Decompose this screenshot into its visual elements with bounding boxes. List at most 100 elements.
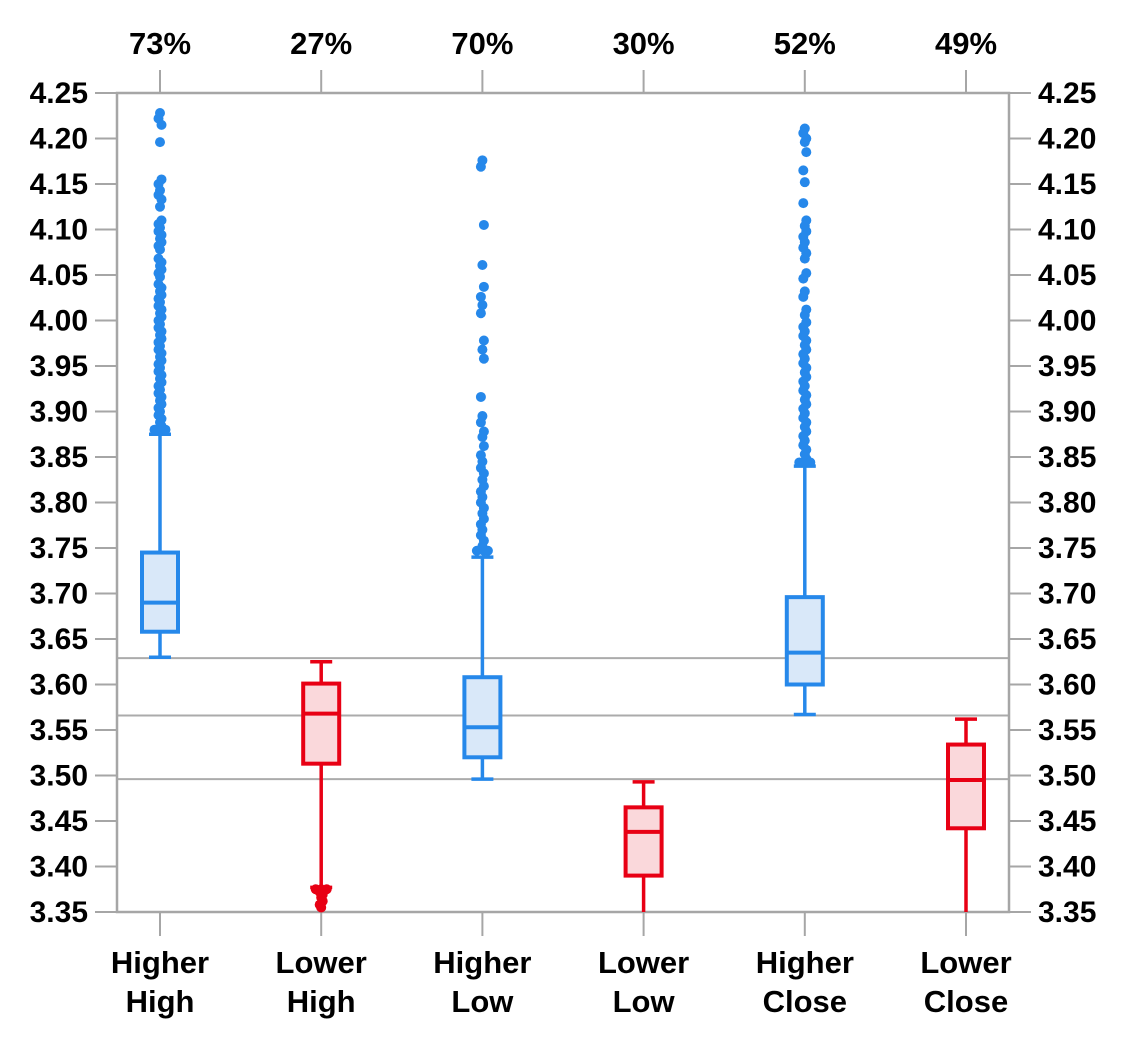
y-axis-tick-label-right: 3.35 xyxy=(1038,896,1096,929)
y-axis-tick-label-left: 4.15 xyxy=(30,168,88,201)
outlier-dot xyxy=(477,431,488,442)
outlier-dot xyxy=(798,165,809,176)
top-percent-label: 52% xyxy=(774,26,836,61)
y-axis-tick-label-left: 3.65 xyxy=(30,623,88,656)
box-lower-low xyxy=(623,805,664,878)
y-axis-tick-label-left: 4.05 xyxy=(30,259,88,292)
outlier-dot xyxy=(477,300,488,311)
y-axis-tick-label-left: 3.70 xyxy=(30,578,88,611)
outlier-dot xyxy=(477,344,488,355)
outlier-dot xyxy=(799,253,810,264)
outlier-dot xyxy=(475,391,486,402)
y-axis-tick-label-right: 3.55 xyxy=(1038,714,1096,747)
top-percent-label: 30% xyxy=(613,26,675,61)
category-label-line1: Higher xyxy=(756,945,854,980)
outlier-dot xyxy=(475,417,486,428)
outlier-dot xyxy=(478,335,489,346)
box-higher-close xyxy=(784,595,825,687)
outlier-dot xyxy=(155,201,165,212)
outlier-dot xyxy=(471,545,482,556)
outlier-dot xyxy=(475,161,486,172)
y-axis-tick-label-right: 3.95 xyxy=(1038,350,1096,383)
category-label-line1: Higher xyxy=(111,945,209,980)
y-axis-tick-label-left: 3.80 xyxy=(30,487,88,520)
y-axis-tick-label-left: 4.00 xyxy=(30,305,88,338)
category-label-line1: Higher xyxy=(433,945,531,980)
y-axis-tick-label-right: 3.70 xyxy=(1038,578,1096,611)
y-axis-tick-label-left: 4.20 xyxy=(30,123,88,156)
y-axis-tick-label-left: 3.45 xyxy=(30,805,88,838)
y-axis-tick-label-right: 4.05 xyxy=(1038,259,1096,292)
category-label-line1: Lower xyxy=(598,945,689,980)
outlier-dot xyxy=(310,884,321,895)
outlier-dot xyxy=(478,219,489,230)
box-lower-close xyxy=(946,742,986,831)
outlier-dot xyxy=(478,281,489,292)
y-axis-tick-label-right: 3.90 xyxy=(1038,396,1096,429)
outlier-dot xyxy=(477,259,488,270)
y-axis-tick-label-right: 3.80 xyxy=(1038,487,1096,520)
outlier-dot xyxy=(799,177,810,188)
outlier-dot xyxy=(798,198,809,209)
outlier-dot xyxy=(798,291,809,302)
outlier-dot xyxy=(482,545,493,556)
category-label-line2: Low xyxy=(451,984,514,1019)
y-axis-tick-label-left: 4.25 xyxy=(30,77,88,110)
outlier-dot xyxy=(801,147,812,158)
y-axis-tick-label-right: 4.15 xyxy=(1038,168,1096,201)
box-higher-low xyxy=(462,675,503,760)
y-axis-tick-label-right: 4.00 xyxy=(1038,305,1096,338)
outlier-dot xyxy=(155,244,165,255)
y-axis-tick-label-left: 3.60 xyxy=(30,669,88,702)
outlier-dot xyxy=(478,441,489,452)
y-axis-tick-label-right: 3.40 xyxy=(1038,851,1096,884)
y-axis-tick-label-right: 3.85 xyxy=(1038,441,1096,474)
y-axis-tick-label-left: 3.85 xyxy=(30,441,88,474)
outlier-dot xyxy=(478,353,489,364)
category-label-line2: High xyxy=(287,984,356,1019)
top-percent-label: 70% xyxy=(451,26,513,61)
y-axis-tick-label-left: 3.55 xyxy=(30,714,88,747)
box-higher-high xyxy=(140,550,180,634)
outlier-dot xyxy=(321,884,332,895)
outlier-dot xyxy=(156,119,167,130)
y-axis-tick-label-right: 4.20 xyxy=(1038,123,1096,156)
y-axis-tick-label-left: 3.50 xyxy=(30,760,88,793)
outlier-dot xyxy=(794,457,805,468)
y-axis-tick-label-left: 3.40 xyxy=(30,851,88,884)
outlier-dot xyxy=(155,137,165,148)
y-axis-tick-label-left: 3.95 xyxy=(30,350,88,383)
top-percent-label: 73% xyxy=(129,26,191,61)
outlier-dot xyxy=(798,273,809,284)
top-percent-label: 27% xyxy=(290,26,352,61)
top-percent-label: 49% xyxy=(935,26,997,61)
y-axis-tick-label-right: 3.50 xyxy=(1038,760,1096,793)
y-axis-tick-label-left: 3.90 xyxy=(30,396,88,429)
y-axis-tick-label-right: 3.75 xyxy=(1038,532,1096,565)
outlier-dot xyxy=(805,457,816,468)
y-axis-tick-label-right: 4.10 xyxy=(1038,214,1096,247)
y-axis-tick-label-right: 3.60 xyxy=(1038,669,1096,702)
category-label-line2: Low xyxy=(613,984,676,1019)
outlier-dot xyxy=(475,291,486,302)
y-axis-tick-label-right: 4.25 xyxy=(1038,77,1096,110)
y-axis-tick-label-right: 3.45 xyxy=(1038,805,1096,838)
outlier-dot xyxy=(149,424,160,435)
category-label-line2: High xyxy=(126,984,195,1019)
y-axis-tick-label-left: 3.75 xyxy=(30,532,88,565)
y-axis-tick-label-left: 4.10 xyxy=(30,214,88,247)
box-lower-high xyxy=(301,681,342,766)
plot-frame xyxy=(115,91,1011,914)
category-label-line2: Close xyxy=(924,984,1008,1019)
y-axis-tick-label-right: 3.65 xyxy=(1038,623,1096,656)
category-label-line1: Lower xyxy=(276,945,367,980)
outlier-dot xyxy=(799,137,810,148)
category-label-line2: Close xyxy=(763,984,847,1019)
outlier-dot xyxy=(160,424,171,435)
y-axis-tick-label-left: 3.35 xyxy=(30,896,88,929)
category-label-line1: Lower xyxy=(920,945,1011,980)
outlier-dot xyxy=(316,902,327,913)
outlier-dot xyxy=(475,308,486,319)
